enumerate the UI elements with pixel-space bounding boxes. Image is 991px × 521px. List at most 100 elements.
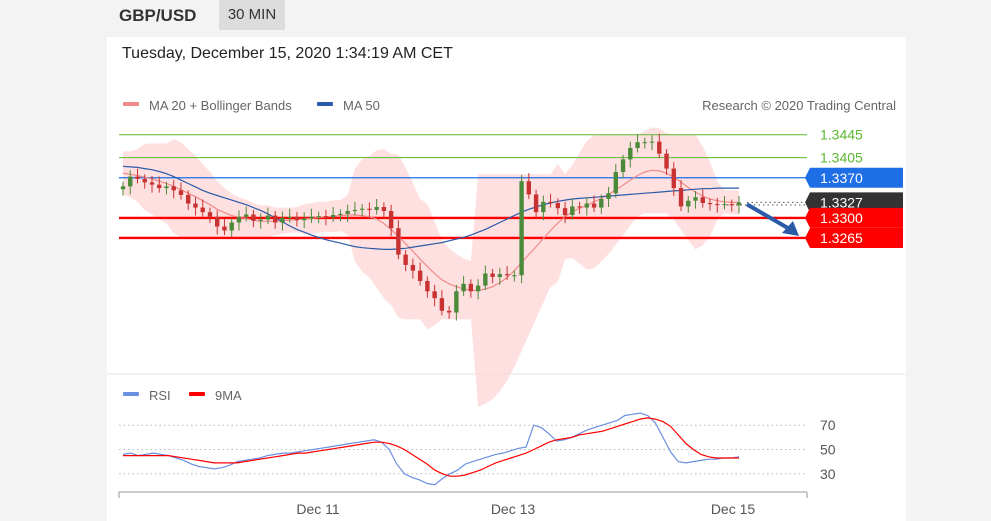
forecast-arrow-shaft	[746, 202, 794, 233]
candle	[294, 212, 300, 227]
candle-body	[388, 211, 394, 229]
candle	[207, 207, 213, 224]
candle-body	[446, 310, 452, 313]
candle	[309, 208, 314, 224]
moving-averages	[122, 165, 739, 292]
candle	[157, 176, 162, 193]
candle-body	[330, 215, 336, 218]
candle-body	[287, 216, 292, 218]
rsi-9ma-line	[123, 417, 739, 477]
chart-area: MA 20 + Bollinger Bands MA 50 Research ©…	[107, 98, 906, 517]
support1-label-box	[805, 207, 903, 228]
support2-label-box	[805, 227, 903, 248]
candle	[635, 134, 640, 153]
rsi-line	[122, 412, 740, 486]
candle	[287, 208, 292, 223]
candle	[483, 265, 488, 291]
candle-body	[635, 142, 640, 148]
candle	[120, 181, 126, 196]
candle-body	[359, 208, 365, 210]
candle-body	[577, 206, 582, 208]
candle	[244, 206, 249, 222]
candle	[251, 209, 256, 228]
ma50-line	[122, 165, 739, 250]
candle-body	[178, 190, 184, 195]
candle	[301, 212, 307, 229]
candle	[671, 162, 676, 197]
candle	[425, 276, 430, 298]
candle	[403, 250, 408, 272]
candle	[686, 196, 691, 213]
candle-body	[301, 218, 307, 221]
rsi-grid: 70 50 30	[119, 417, 836, 482]
candle	[700, 189, 705, 208]
candle	[497, 267, 503, 285]
candle-body	[157, 184, 162, 189]
candle	[613, 163, 618, 198]
candle	[381, 202, 387, 218]
candle	[215, 210, 220, 235]
candle-body	[584, 203, 590, 208]
candle	[178, 182, 184, 200]
candle-body	[490, 273, 495, 277]
candle-body	[236, 216, 242, 223]
support2-label: 1.3265	[805, 227, 903, 248]
candle	[606, 186, 611, 208]
candle	[577, 201, 582, 214]
candle-body	[599, 198, 604, 208]
candle	[664, 149, 669, 175]
candle-body	[642, 142, 647, 144]
candle-body	[657, 141, 662, 154]
candle	[468, 279, 474, 298]
price-legend: MA 20 + Bollinger Bands MA 50 Research ©…	[123, 98, 896, 113]
ma20-line	[122, 169, 739, 292]
candle	[504, 266, 510, 280]
candle-body	[686, 200, 691, 207]
candle-body	[736, 202, 742, 206]
candle-body	[374, 207, 379, 210]
bollinger-band-area	[123, 127, 739, 408]
last-label-text: 1.3327	[820, 194, 863, 210]
candle-body	[367, 208, 372, 210]
candle-body	[570, 206, 575, 216]
candle-body	[729, 204, 734, 206]
candle	[417, 262, 423, 286]
pivot-label: 1.3370	[805, 167, 903, 188]
candle-body	[425, 280, 430, 292]
x-tick-label: Dec 15	[711, 501, 756, 517]
x-tick-label: Dec 13	[491, 501, 536, 517]
candle-body	[483, 273, 488, 286]
candle-body	[620, 159, 626, 173]
candle	[323, 209, 329, 226]
candle	[707, 198, 713, 211]
x-tick-label: Dec 11	[296, 501, 340, 517]
candle-body	[229, 222, 234, 231]
candle-body	[338, 213, 343, 216]
candle	[128, 170, 133, 195]
ma9-legend-swatch	[189, 392, 205, 396]
candle-body	[497, 274, 503, 277]
candle-body	[316, 216, 321, 218]
rsi-tick-label: 50	[820, 442, 836, 458]
candle-body	[562, 208, 568, 216]
candle-body	[200, 207, 205, 213]
candle	[584, 197, 590, 216]
candle-body	[164, 186, 169, 189]
ma50-legend-swatch	[317, 102, 333, 106]
candle-body	[193, 203, 198, 208]
support1-label: 1.3300	[805, 207, 903, 228]
candle-body	[664, 153, 669, 169]
candle	[729, 199, 734, 212]
candle-body	[258, 219, 263, 221]
chart-datetime: Tuesday, December 15, 2020 1:34:19 AM CE…	[122, 45, 453, 62]
candle	[657, 133, 662, 159]
candle-body	[149, 182, 155, 185]
candle	[736, 196, 742, 214]
timeframe-button[interactable]: 30 MIN	[219, 0, 285, 30]
ma9-legend-label: 9MA	[215, 388, 242, 403]
candle-body	[345, 211, 350, 214]
candle-body	[128, 176, 133, 187]
candle-body	[715, 204, 720, 206]
candle-body	[280, 217, 285, 223]
